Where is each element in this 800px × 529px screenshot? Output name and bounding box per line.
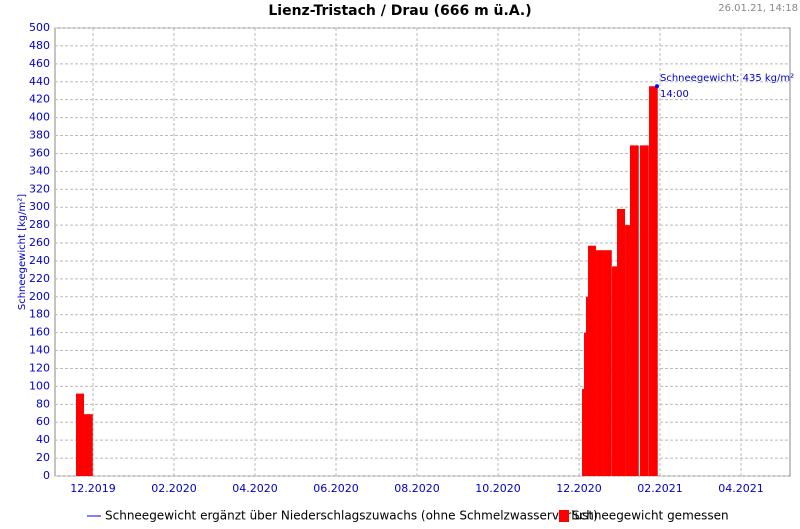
bar bbox=[625, 225, 631, 476]
x-tick-label: 12.2020 bbox=[556, 482, 602, 495]
bar bbox=[582, 389, 585, 476]
legend-label: Schneegewicht gemessen bbox=[572, 509, 729, 523]
y-tick-label: 200 bbox=[29, 290, 50, 303]
y-tick-label: 400 bbox=[29, 111, 50, 124]
bar bbox=[596, 250, 604, 476]
y-tick-label: 20 bbox=[36, 451, 50, 464]
y-tick-label: 300 bbox=[29, 200, 50, 213]
y-tick-label: 120 bbox=[29, 361, 50, 374]
y-tick-label: 60 bbox=[36, 415, 50, 428]
y-tick-label: 340 bbox=[29, 164, 50, 177]
y-tick-label: 420 bbox=[29, 93, 50, 106]
x-tick-label: 04.2021 bbox=[718, 482, 764, 495]
y-tick-label: 480 bbox=[29, 39, 50, 52]
chart-title: Lienz-Tristach / Drau (666 m ü.A.) bbox=[268, 3, 531, 19]
bar bbox=[630, 145, 639, 476]
y-tick-label: 220 bbox=[29, 272, 50, 285]
y-tick-label: 500 bbox=[29, 21, 50, 34]
legend-label: Schneegewicht ergänzt über Niederschlags… bbox=[105, 509, 598, 523]
bar bbox=[84, 414, 93, 476]
bar bbox=[584, 332, 587, 476]
y-tick-label: 440 bbox=[29, 75, 50, 88]
x-tick-label: 02.2021 bbox=[637, 482, 683, 495]
point bbox=[654, 84, 659, 89]
y-tick-label: 380 bbox=[29, 129, 50, 142]
x-tick-label: 04.2020 bbox=[232, 482, 278, 495]
y-tick-label: 280 bbox=[29, 218, 50, 231]
x-tick-label: 10.2020 bbox=[475, 482, 521, 495]
y-tick-label: 460 bbox=[29, 57, 50, 70]
y-tick-label: 0 bbox=[43, 469, 50, 482]
y-tick-label: 140 bbox=[29, 344, 50, 357]
timestamp: 26.01.21, 14:18 bbox=[718, 3, 798, 14]
bar bbox=[603, 250, 612, 476]
y-tick-label: 40 bbox=[36, 433, 50, 446]
y-tick-label: 160 bbox=[29, 326, 50, 339]
y-tick-label: 260 bbox=[29, 236, 50, 249]
y-axis-label: Schneegewicht [kg/m²] bbox=[17, 194, 28, 310]
bar bbox=[640, 145, 649, 476]
bar bbox=[649, 86, 658, 477]
y-tick-label: 240 bbox=[29, 254, 50, 267]
x-tick-label: 06.2020 bbox=[313, 482, 359, 495]
bar bbox=[588, 245, 597, 476]
y-tick-label: 360 bbox=[29, 146, 50, 159]
annotation: 14:00 bbox=[660, 89, 689, 100]
annotation: Schneegewicht: 435 kg/m² bbox=[660, 73, 794, 84]
legend-swatch bbox=[559, 510, 569, 522]
y-tick-label: 180 bbox=[29, 308, 50, 321]
y-tick-label: 320 bbox=[29, 182, 50, 195]
y-tick-label: 100 bbox=[29, 379, 50, 392]
bar bbox=[75, 393, 85, 476]
y-tick-label: 80 bbox=[36, 397, 50, 410]
bar bbox=[612, 266, 618, 476]
bar bbox=[617, 208, 626, 476]
x-tick-label: 02.2020 bbox=[151, 482, 197, 495]
x-tick-label: 08.2020 bbox=[394, 482, 440, 495]
bar bbox=[586, 296, 589, 476]
x-tick-label: 12.2019 bbox=[70, 482, 116, 495]
